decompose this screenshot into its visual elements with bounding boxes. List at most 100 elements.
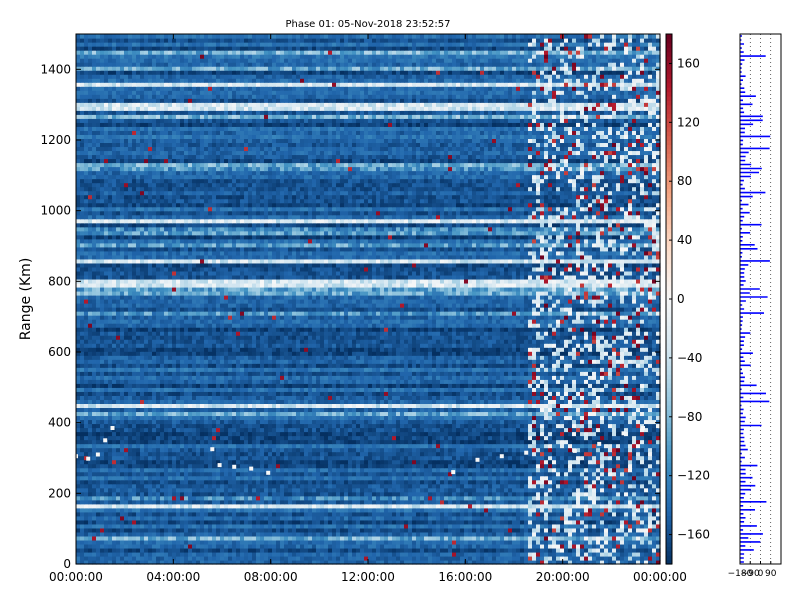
heatmap-cell <box>408 515 413 521</box>
heatmap-cell <box>384 531 389 537</box>
heatmap-cell <box>472 439 477 445</box>
heatmap-cell <box>116 519 121 525</box>
heatmap-cell <box>312 479 317 485</box>
heatmap-cell <box>248 495 253 501</box>
heatmap-cell <box>256 535 261 541</box>
heatmap-cell <box>92 527 97 533</box>
heatmap-cell <box>620 443 625 449</box>
heatmap-cell <box>440 535 445 541</box>
heatmap-cell <box>400 475 405 481</box>
heatmap-cell <box>244 539 249 545</box>
heatmap-cell <box>556 427 561 433</box>
heatmap-cell <box>208 543 213 549</box>
heatmap-cell <box>76 559 81 565</box>
heatmap-cell <box>532 551 537 557</box>
heatmap-cell <box>636 511 641 517</box>
heatmap-cell <box>288 455 293 461</box>
heatmap-cell <box>332 471 337 477</box>
heatmap-cell <box>260 539 265 545</box>
heatmap-cell <box>472 455 477 461</box>
heatmap-cell <box>140 559 145 565</box>
heatmap-cell <box>196 515 201 521</box>
heatmap-cell <box>164 487 169 493</box>
heatmap-cell <box>224 479 229 485</box>
heatmap-cell <box>348 431 353 437</box>
heatmap-cell <box>384 495 389 501</box>
heatmap-cell <box>392 427 397 433</box>
heatmap-cell <box>252 459 257 465</box>
heatmap-cell <box>600 427 605 433</box>
heatmap-cell <box>204 491 209 497</box>
heatmap-cell <box>472 559 477 565</box>
heatmap-cell <box>340 475 345 481</box>
heatmap-cell <box>176 451 181 457</box>
heatmap-cell <box>244 559 249 565</box>
heatmap-cell <box>596 519 601 525</box>
heatmap-cell <box>284 439 289 445</box>
heatmap-cell <box>460 499 465 505</box>
heatmap-cell <box>416 439 421 445</box>
heatmap-cell <box>564 547 569 553</box>
heatmap-cell <box>200 487 205 493</box>
heatmap-cell <box>116 531 121 537</box>
heatmap-cell <box>148 551 153 557</box>
heatmap-cell <box>632 547 637 553</box>
heatmap-cell <box>608 455 613 461</box>
heatmap-cell <box>528 431 533 437</box>
heatmap-cell <box>428 447 433 453</box>
heatmap-cell <box>540 551 545 557</box>
heatmap-cell <box>240 527 245 533</box>
heatmap-cell <box>568 535 573 541</box>
heatmap-cell <box>268 547 273 553</box>
heatmap-cell <box>320 443 325 449</box>
heatmap-cell <box>632 519 637 525</box>
heatmap-cell <box>188 475 193 481</box>
heatmap-cell <box>592 427 597 433</box>
heatmap-cell <box>496 447 501 453</box>
heatmap-cell <box>148 547 153 553</box>
heatmap-cell <box>472 527 477 533</box>
heatmap-cell <box>516 523 521 529</box>
heatmap-cell <box>216 519 221 525</box>
heatmap-cell <box>248 439 253 445</box>
heatmap-cell <box>420 519 425 525</box>
heatmap-cell <box>268 539 273 545</box>
heatmap-cell <box>384 439 389 445</box>
heatmap-cell <box>496 495 501 501</box>
heatmap-cell <box>220 547 225 553</box>
heatmap-cell <box>324 503 329 509</box>
heatmap-cell <box>352 539 357 545</box>
heatmap-cell <box>632 439 637 445</box>
heatmap-cell <box>188 543 193 549</box>
heatmap-cell <box>168 467 173 473</box>
heatmap-cell <box>276 491 281 497</box>
heatmap-cell <box>348 559 353 565</box>
heatmap-cell <box>556 503 561 509</box>
heatmap-cell <box>464 495 469 501</box>
heatmap-cell <box>412 531 417 537</box>
heatmap-cell <box>448 511 453 517</box>
heatmap-cell <box>504 455 509 461</box>
heatmap-cell <box>588 431 593 437</box>
heatmap-cell <box>428 459 433 465</box>
heatmap-cell <box>156 431 161 437</box>
heatmap-cell <box>404 451 409 457</box>
heatmap-cell <box>216 539 221 545</box>
heatmap-cell <box>368 539 373 545</box>
heatmap-cell <box>340 443 345 449</box>
heatmap-cell <box>192 555 197 561</box>
heatmap-cell <box>292 463 297 469</box>
heatmap-cell <box>580 555 585 561</box>
heatmap-cell <box>336 519 341 525</box>
heatmap-cell <box>456 427 461 433</box>
heatmap-cell <box>204 431 209 437</box>
heatmap-cell <box>80 511 85 517</box>
heatmap-cell <box>528 479 533 485</box>
heatmap-cell <box>324 491 329 497</box>
heatmap-cell <box>368 475 373 481</box>
heatmap-cell <box>548 463 553 469</box>
heatmap-cell <box>604 471 609 477</box>
heatmap-cell <box>140 483 145 489</box>
heatmap-cell <box>556 459 561 465</box>
heatmap-cell <box>76 547 81 553</box>
